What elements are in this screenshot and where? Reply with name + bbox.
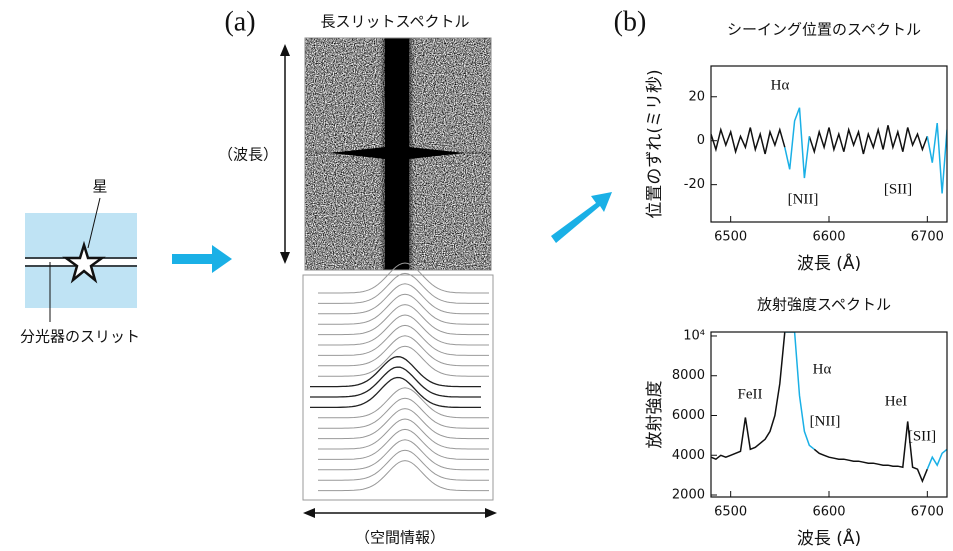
y-tick-label: 0 xyxy=(697,133,705,148)
plot-frame xyxy=(710,331,948,498)
arrow xyxy=(551,192,612,243)
profile xyxy=(318,262,489,294)
star xyxy=(62,240,106,284)
profile xyxy=(318,460,489,492)
x-tick-label: 6600 xyxy=(812,230,845,245)
spectrum-line xyxy=(784,332,947,470)
profile xyxy=(318,272,489,304)
x-axis-label: 波長 (Å) xyxy=(797,527,861,549)
x-tick-label: 6600 xyxy=(812,505,845,520)
annotation: Hα xyxy=(771,77,790,93)
spectrum-line xyxy=(711,332,928,484)
profile xyxy=(318,439,489,471)
profile xyxy=(318,428,489,460)
arrow-head xyxy=(280,44,290,56)
annotation: [NII] xyxy=(788,191,819,207)
panel-label: (b) xyxy=(614,6,647,37)
profile xyxy=(310,376,481,409)
profile xyxy=(318,304,489,336)
profile xyxy=(318,397,489,429)
chart-title: シーイング位置のスペクトル xyxy=(727,21,921,39)
axis-label: （空間情報） xyxy=(355,529,445,547)
annotation: [NII] xyxy=(810,413,841,429)
profile xyxy=(318,324,489,356)
profile xyxy=(318,387,489,419)
annotation: HeI xyxy=(885,393,908,409)
y-tick-label: -20 xyxy=(684,177,705,192)
x-tick-label: 6700 xyxy=(911,505,944,520)
star-label: 星 xyxy=(92,178,107,196)
y-tick-label: 8000 xyxy=(672,368,705,383)
profile xyxy=(318,293,489,325)
x-tick-label: 6500 xyxy=(714,230,747,245)
chart-title: 放射強度スペクトル xyxy=(757,296,891,314)
x-tick-label: 6700 xyxy=(911,230,944,245)
profile xyxy=(318,449,489,481)
axis-label: （波長） xyxy=(218,146,278,164)
spectrum-line xyxy=(711,125,929,155)
leader-line xyxy=(87,197,101,249)
y-tick-label: 20 xyxy=(688,89,705,104)
profile xyxy=(318,335,489,367)
profile xyxy=(318,314,489,346)
annotation: Hα xyxy=(813,361,832,377)
y-tick-label: 2000 xyxy=(672,488,705,503)
annotation: [SII] xyxy=(884,181,912,197)
arrow-head xyxy=(303,508,315,518)
y-axis-label: 放射強度 xyxy=(645,381,665,449)
profile xyxy=(318,418,489,450)
y-tick-label: 6000 xyxy=(672,408,705,423)
slit-label: 分光器のスリット xyxy=(20,328,140,346)
panel-title: 長スリットスペクトル xyxy=(321,13,470,31)
x-tick-label: 6500 xyxy=(714,505,747,520)
profile-panel xyxy=(302,274,494,501)
profile xyxy=(310,366,481,398)
panel-label: (a) xyxy=(224,6,255,37)
y-tick-label: 10⁴ xyxy=(683,328,705,343)
profiles xyxy=(310,262,489,492)
spectrum-image xyxy=(305,38,491,270)
profile xyxy=(318,408,489,440)
plot-frame xyxy=(710,65,948,223)
profile xyxy=(310,356,481,388)
profile xyxy=(318,283,489,315)
y-tick-label: 4000 xyxy=(672,448,705,463)
image-frame xyxy=(304,37,492,271)
arrow-head xyxy=(485,508,497,518)
arrow-head xyxy=(280,252,290,264)
x-axis-label: 波長 (Å) xyxy=(797,252,861,274)
annotation: FeII xyxy=(738,386,763,402)
profile xyxy=(318,345,489,377)
annotation: [SII] xyxy=(908,428,936,444)
y-axis-label: 位置のずれ(ミリ秒) xyxy=(645,69,665,218)
spectrum-line xyxy=(784,107,947,194)
arrow xyxy=(172,245,232,273)
